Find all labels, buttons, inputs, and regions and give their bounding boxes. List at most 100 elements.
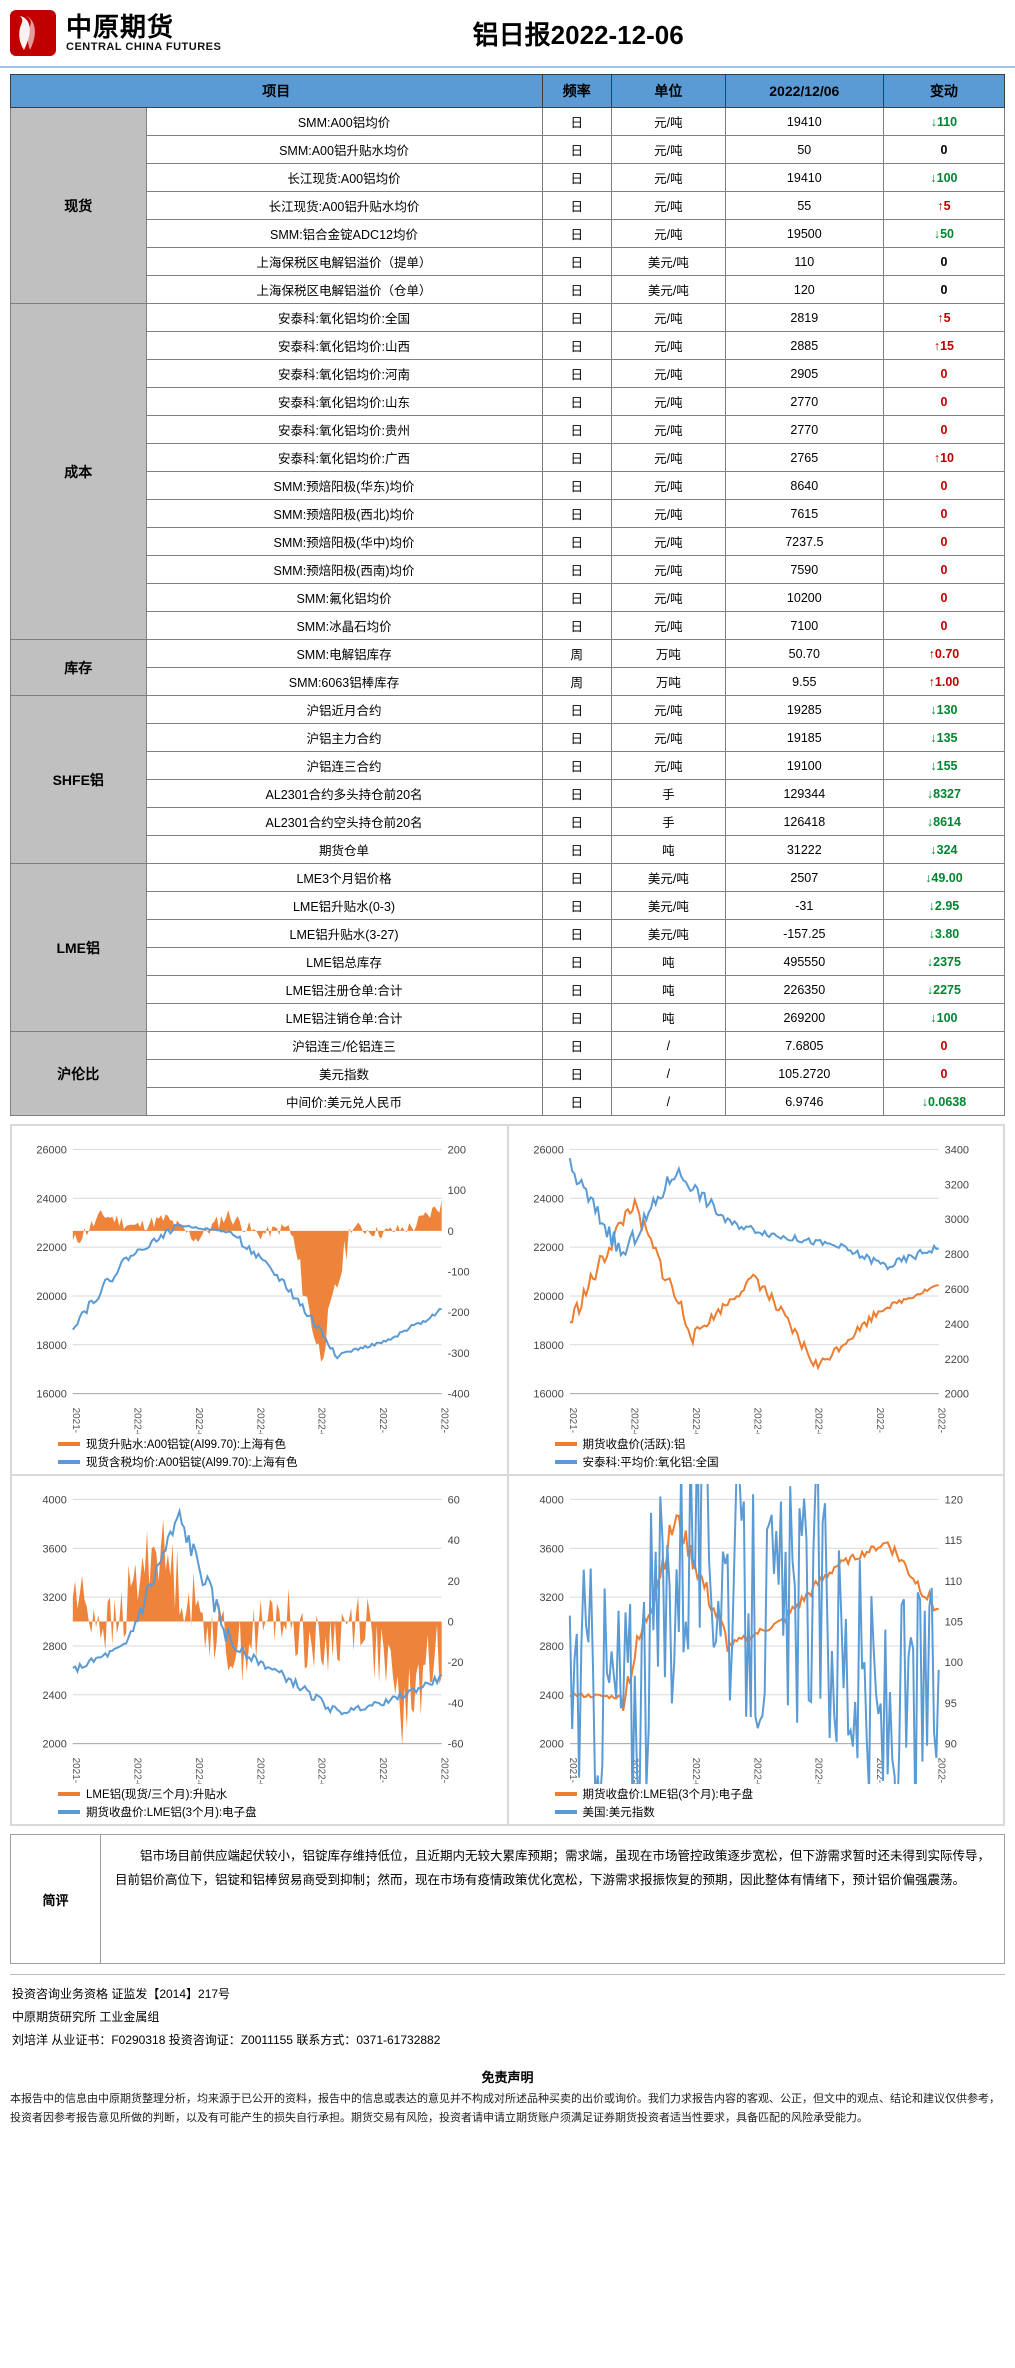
unit-value: 元/吨 (612, 220, 726, 248)
item-label: AL2301合约空头持仓前20名 (146, 808, 542, 836)
unit-value: 吨 (612, 976, 726, 1004)
unit-value: 元/吨 (612, 612, 726, 640)
item-label: SMM:预焙阳极(西北)均价 (146, 500, 542, 528)
unit-value: 元/吨 (612, 304, 726, 332)
table-row: 期货仓单日吨 31222 ↓324 (11, 836, 1005, 864)
svg-text:2021-12: 2021-12 (566, 1408, 577, 1434)
frequency-value: 日 (542, 892, 612, 920)
unit-value: 元/吨 (612, 192, 726, 220)
svg-text:2022-04: 2022-04 (689, 1408, 700, 1434)
item-label: 安泰科:氧化铝均价:全国 (146, 304, 542, 332)
change-value: 0 (883, 1032, 1004, 1060)
svg-text:2022-02: 2022-02 (628, 1408, 639, 1434)
table-row: SMM:冰晶石均价日元/吨 7100 0 (11, 612, 1005, 640)
table-row: 安泰科:氧化铝均价:山东日元/吨 2770 0 (11, 388, 1005, 416)
current-value: 55 (725, 192, 883, 220)
svg-text:2022-04: 2022-04 (689, 1758, 700, 1784)
unit-value: 元/吨 (612, 556, 726, 584)
legend-item: 期货收盘价:LME铝(3个月):电子盘 (555, 1786, 754, 1802)
frequency-value: 日 (542, 808, 612, 836)
svg-text:-100: -100 (448, 1267, 470, 1279)
item-label: 安泰科:氧化铝均价:广西 (146, 444, 542, 472)
item-label: 沪铝主力合约 (146, 724, 542, 752)
frequency-value: 日 (542, 1004, 612, 1032)
item-label: 长江现货:A00铝升贴水均价 (146, 192, 542, 220)
item-label: 安泰科:氧化铝均价:贵州 (146, 416, 542, 444)
unit-value: 元/吨 (612, 332, 726, 360)
current-value: 110 (725, 248, 883, 276)
current-value: 50 (725, 136, 883, 164)
item-label: LME铝升贴水(3-27) (146, 920, 542, 948)
svg-text:2800: 2800 (944, 1249, 968, 1261)
change-value: ↓100 (883, 1004, 1004, 1032)
svg-text:2800: 2800 (42, 1641, 66, 1653)
svg-text:26000: 26000 (36, 1144, 66, 1156)
current-value: -31 (725, 892, 883, 920)
svg-text:3200: 3200 (539, 1592, 563, 1604)
company-name-block: 中原期货 CENTRAL CHINA FUTURES (66, 13, 221, 54)
legend-item: 期货收盘价(活跃):铝 (555, 1436, 686, 1452)
disclaimer-box: 免责声明 本报告中的信息由中原期货整理分析，均来源于已公开的资料，报告中的信息或… (10, 2061, 1005, 2127)
frequency-value: 日 (542, 528, 612, 556)
svg-text:2022-12: 2022-12 (935, 1408, 946, 1434)
svg-text:110: 110 (944, 1576, 961, 1588)
frequency-value: 日 (542, 388, 612, 416)
unit-value: 元/吨 (612, 164, 726, 192)
frequency-value: 日 (542, 1060, 612, 1088)
svg-text:2022-06: 2022-06 (254, 1408, 265, 1434)
table-row: SMM:预焙阳极(西北)均价日元/吨 7615 0 (11, 500, 1005, 528)
table-row: 长江现货:A00铝升贴水均价日元/吨 55 ↑5 (11, 192, 1005, 220)
change-value: 0 (883, 556, 1004, 584)
item-label: 安泰科:氧化铝均价:山东 (146, 388, 542, 416)
svg-text:2022-08: 2022-08 (812, 1408, 823, 1434)
svg-text:100: 100 (944, 1657, 962, 1669)
item-label: SMM:铝合金锭ADC12均价 (146, 220, 542, 248)
item-label: SMM:电解铝库存 (146, 640, 542, 668)
frequency-value: 日 (542, 948, 612, 976)
item-label: SMM:预焙阳极(西南)均价 (146, 556, 542, 584)
legend-label: 期货收盘价(活跃):铝 (583, 1436, 686, 1452)
svg-text:2022-06: 2022-06 (751, 1408, 762, 1434)
svg-text:2600: 2600 (944, 1284, 968, 1296)
current-value: 2819 (725, 304, 883, 332)
table-row: SHFE铝 沪铝近月合约日元/吨 19285 ↓130 (11, 696, 1005, 724)
frequency-value: 日 (542, 332, 612, 360)
legend-label: 安泰科:平均价:氧化铝:全国 (583, 1454, 719, 1470)
item-label: 期货仓单 (146, 836, 542, 864)
item-label: 长江现货:A00铝均价 (146, 164, 542, 192)
item-label: SMM:冰晶石均价 (146, 612, 542, 640)
frequency-value: 日 (542, 1088, 612, 1116)
change-value: 0 (883, 612, 1004, 640)
item-label: SMM:氟化铝均价 (146, 584, 542, 612)
section-label: 成本 (11, 304, 147, 640)
frequency-value: 日 (542, 612, 612, 640)
chart-lme-premium: 2000 2400 2800 3200 3600 4000 -60 -40 -20 0 20 40 60… (18, 1484, 497, 1784)
frequency-value: 日 (542, 164, 612, 192)
table-row: SMM:氟化铝均价日元/吨 10200 0 (11, 584, 1005, 612)
svg-text:18000: 18000 (533, 1340, 563, 1352)
change-value: ↑10 (883, 444, 1004, 472)
unit-value: 元/吨 (612, 108, 726, 136)
svg-text:20000: 20000 (36, 1291, 66, 1303)
change-value: 0 (883, 360, 1004, 388)
table-row: LME铝总库存日吨 495550 ↓2375 (11, 948, 1005, 976)
item-label: 中间价:美元兑人民币 (146, 1088, 542, 1116)
frequency-value: 日 (542, 976, 612, 1004)
table-row: SMM:6063铝棒库存周万吨 9.55 ↑1.00 (11, 668, 1005, 696)
table-row: LME铝注册仓单:合计日吨 226350 ↓2275 (11, 976, 1005, 1004)
svg-text:95: 95 (944, 1698, 956, 1710)
change-value: ↓8327 (883, 780, 1004, 808)
table-row: 成本 安泰科:氧化铝均价:全国日元/吨 2819 ↑5 (11, 304, 1005, 332)
frequency-value: 日 (542, 304, 612, 332)
chart-canvas: 2000 2400 2800 3200 3600 4000 -60 -40 -20 0 20 40 60… (18, 1484, 497, 1784)
svg-text:-400: -400 (448, 1389, 470, 1401)
frequency-value: 日 (542, 556, 612, 584)
change-value: ↓2275 (883, 976, 1004, 1004)
chart-canvas: 16000 18000 20000 22000 24000 26000 2000 2200 24… (515, 1134, 994, 1434)
svg-text:3400: 3400 (944, 1144, 968, 1156)
item-label: 上海保税区电解铝溢价（提单） (146, 248, 542, 276)
frequency-value: 日 (542, 472, 612, 500)
svg-text:2021-12: 2021-12 (70, 1408, 81, 1434)
change-value: 0 (883, 1060, 1004, 1088)
frequency-value: 日 (542, 360, 612, 388)
